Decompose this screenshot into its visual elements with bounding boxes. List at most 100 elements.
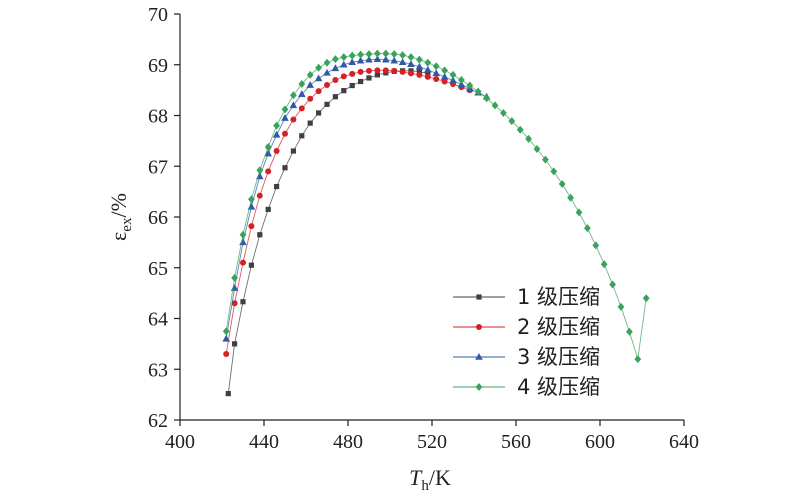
- data-point: [248, 223, 255, 230]
- data-point: [248, 262, 254, 268]
- y-tick-label: 70: [148, 4, 168, 26]
- data-point: [356, 56, 365, 64]
- data-point: [374, 49, 381, 58]
- data-point: [516, 125, 524, 134]
- data-point: [366, 75, 372, 81]
- y-tick-label: 67: [148, 156, 168, 178]
- data-point: [449, 76, 457, 84]
- data-point: [307, 120, 313, 126]
- data-point: [508, 117, 516, 126]
- ticks: 400 440 480 520 560 600 640 62 63 64 65 66 67 68 69 70: [148, 4, 699, 453]
- x-tick-label: 520: [417, 431, 447, 453]
- data-point: [239, 238, 247, 246]
- data-point: [264, 142, 272, 151]
- data-point: [382, 49, 390, 58]
- data-point: [256, 192, 263, 199]
- data-point: [349, 70, 356, 77]
- data-point: [232, 341, 238, 347]
- data-point: [424, 58, 432, 67]
- data-point: [239, 230, 247, 239]
- data-point: [415, 62, 424, 70]
- data-point: [558, 180, 566, 189]
- data-point: [340, 73, 347, 80]
- data-point: [458, 75, 465, 84]
- data-point: [274, 183, 280, 190]
- data-point: [584, 224, 591, 233]
- x-tick-label: 440: [249, 431, 279, 453]
- legend-entry: 1 级压缩: [453, 285, 600, 309]
- data-point: [256, 166, 264, 175]
- data-point: [281, 114, 289, 121]
- data-point: [331, 64, 340, 72]
- data-point: [441, 66, 448, 75]
- series-1: [225, 68, 431, 397]
- data-point: [416, 71, 423, 78]
- data-point: [340, 53, 348, 62]
- data-point: [416, 69, 422, 75]
- y-tick-label: 64: [148, 309, 168, 331]
- y-tick-label: 63: [148, 359, 168, 381]
- data-point: [382, 55, 390, 63]
- y-tick-label: 69: [148, 55, 168, 77]
- data-point: [272, 130, 281, 138]
- data-point: [248, 195, 255, 204]
- series-line: [225, 69, 470, 355]
- data-point: [500, 108, 507, 117]
- legend-entry: 4 级压缩: [453, 375, 600, 399]
- legend-entry: 3 级压缩: [453, 345, 600, 369]
- data-point: [365, 50, 373, 59]
- data-point: [231, 273, 238, 282]
- data-point: [257, 232, 263, 238]
- data-point: [374, 67, 381, 74]
- data-point: [609, 280, 616, 289]
- data-point: [298, 90, 306, 97]
- data-point: [265, 168, 272, 175]
- legend-marker: [475, 353, 483, 360]
- data-point: [306, 70, 314, 79]
- data-point: [289, 101, 298, 109]
- data-point: [533, 144, 541, 153]
- data-point: [432, 62, 440, 71]
- data-point: [316, 110, 322, 116]
- data-point: [634, 355, 642, 364]
- series-layer: [222, 49, 650, 397]
- x-tick-label: 480: [333, 431, 363, 453]
- x-tick-label: 600: [585, 431, 615, 453]
- data-point: [306, 81, 314, 88]
- legend-entry: 2 级压缩: [453, 315, 600, 339]
- data-point: [358, 78, 364, 85]
- legend-marker: [475, 383, 483, 391]
- series-line: [225, 58, 487, 339]
- data-point: [265, 206, 271, 212]
- data-point: [223, 351, 230, 358]
- data-point: [424, 73, 431, 80]
- data-point: [298, 105, 305, 112]
- data-point: [225, 391, 231, 397]
- data-point: [399, 68, 406, 75]
- y-tick-label: 66: [148, 207, 168, 229]
- legend: 1 级压缩 2 级压缩 3 级压缩 4 级压缩: [453, 285, 600, 399]
- data-point: [323, 58, 331, 67]
- data-point: [273, 121, 280, 130]
- data-point: [307, 95, 314, 102]
- x-tick-label: 640: [669, 431, 699, 453]
- data-point: [222, 334, 230, 342]
- data-point: [474, 87, 482, 96]
- x-tick-label: 560: [501, 431, 531, 453]
- data-point: [324, 101, 330, 107]
- y-tick-label: 65: [148, 258, 168, 280]
- y-axis-title: εex/%: [106, 193, 135, 241]
- series-3: [222, 55, 491, 342]
- data-point: [390, 56, 398, 64]
- data-point: [433, 75, 440, 82]
- legend-label: 1 级压缩: [517, 285, 600, 309]
- data-point: [366, 67, 372, 74]
- data-point: [290, 148, 296, 154]
- x-axis-title: Th/K: [409, 465, 451, 494]
- data-point: [349, 82, 355, 89]
- data-point: [299, 133, 305, 139]
- data-point: [315, 88, 322, 95]
- data-point: [264, 149, 272, 157]
- data-point: [425, 70, 431, 76]
